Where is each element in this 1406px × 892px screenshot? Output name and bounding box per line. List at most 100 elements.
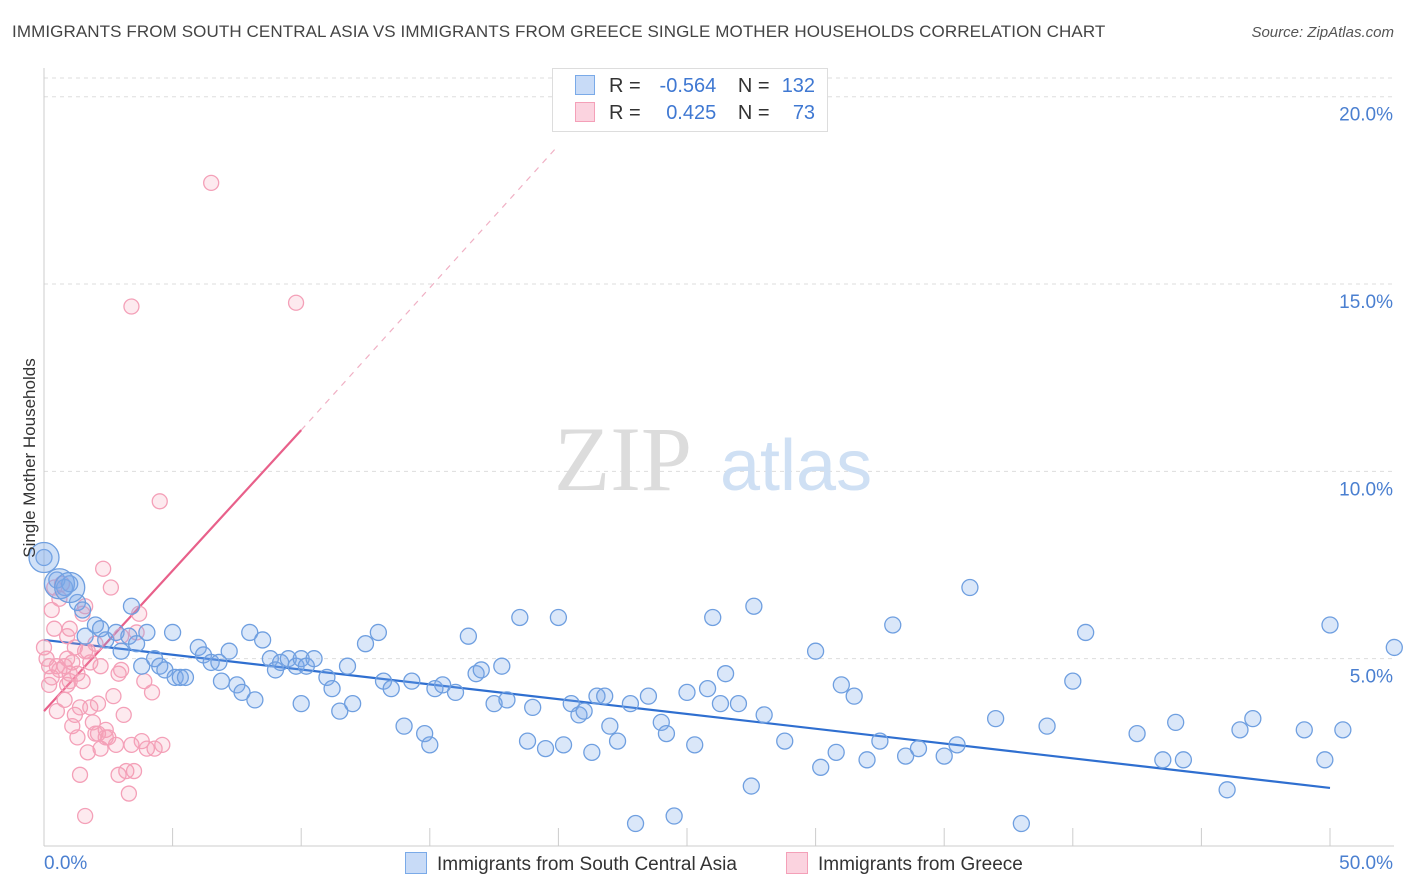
x-tick-label: 0.0% — [44, 853, 87, 874]
y-axis-label: Single Mother Households — [20, 358, 39, 557]
series-swatch-pink — [786, 852, 808, 874]
point-greece — [143, 684, 161, 701]
point-greece — [69, 729, 86, 746]
point-south-central-asia — [323, 680, 341, 698]
point-south-central-asia — [806, 642, 825, 660]
point-south-central-asia — [961, 578, 979, 597]
point-south-central-asia — [459, 627, 478, 645]
point-south-central-asia — [639, 687, 658, 705]
point-south-central-asia — [626, 814, 645, 833]
point-south-central-asia — [127, 635, 146, 653]
point-south-central-asia — [896, 747, 915, 765]
watermark-zip: ZIP — [554, 408, 692, 510]
point-south-central-asia — [318, 668, 336, 687]
point-south-central-asia — [858, 751, 876, 769]
point-south-central-asia — [776, 732, 794, 750]
point-greece — [110, 766, 127, 783]
point-greece — [79, 643, 96, 660]
point-south-central-asia — [704, 608, 722, 627]
point-south-central-asia — [76, 627, 94, 645]
point-south-central-asia — [1154, 751, 1172, 769]
legend-n-value: 73 — [792, 102, 816, 124]
point-south-central-asia — [1244, 709, 1262, 728]
point-south-central-asia — [171, 668, 189, 687]
gridlines — [44, 77, 1394, 660]
point-south-central-asia — [122, 597, 141, 615]
point-south-central-asia — [536, 739, 555, 758]
point-south-central-asia — [549, 608, 568, 627]
point-south-central-asia — [210, 653, 228, 672]
point-south-central-asia — [832, 676, 850, 694]
point-greece — [89, 695, 107, 712]
point-greece — [125, 762, 143, 780]
point-south-central-asia — [742, 777, 760, 795]
point-greece — [77, 807, 94, 825]
point-south-central-asia — [292, 694, 310, 713]
trend-line-blue — [43, 638, 1331, 790]
y-tick-label: 20.0% — [1339, 105, 1393, 126]
point-south-central-asia — [524, 698, 542, 717]
point-greece — [71, 699, 89, 716]
watermark-atlas: atlas — [720, 426, 872, 506]
point-greece — [71, 766, 89, 783]
point-south-central-asia — [1295, 721, 1313, 739]
point-greece — [123, 298, 140, 315]
series-label-blue: Immigrants from South Central Asia — [437, 854, 737, 875]
point-greece — [89, 725, 107, 742]
point-south-central-asia — [1231, 721, 1249, 739]
point-south-central-asia — [1218, 781, 1236, 799]
point-south-central-asia — [1334, 721, 1352, 739]
point-south-central-asia — [871, 732, 889, 750]
chart-title: IMMIGRANTS FROM SOUTH CENTRAL ASIA VS IM… — [12, 22, 1106, 41]
point-south-central-asia — [745, 597, 763, 615]
y-tick-label: 15.0% — [1339, 292, 1393, 313]
point-south-central-asia — [608, 732, 627, 750]
point-south-central-asia — [827, 743, 845, 761]
point-south-central-asia — [1038, 717, 1056, 735]
legend-row-blue: R = -0.564 N = 132 — [575, 75, 815, 99]
point-south-central-asia — [1385, 638, 1403, 657]
point-south-central-asia — [884, 616, 902, 634]
point-south-central-asia — [755, 706, 773, 724]
legend-n-value: 132 — [781, 75, 816, 97]
point-greece — [123, 736, 140, 753]
point-greece — [120, 785, 138, 802]
point-south-central-asia — [176, 668, 195, 687]
point-south-central-asia — [416, 724, 434, 743]
point-greece — [58, 628, 76, 645]
point-south-central-asia — [845, 687, 863, 705]
point-south-central-asia — [133, 657, 151, 675]
trend-lines — [43, 145, 1331, 790]
point-south-central-asia — [305, 650, 323, 668]
point-south-central-asia — [583, 743, 601, 761]
point-south-central-asia — [1316, 751, 1334, 769]
point-south-central-asia — [1174, 751, 1193, 769]
series-legend: Immigrants from South Central Asia Immig… — [0, 852, 1406, 878]
point-south-central-asia — [601, 717, 619, 735]
legend-swatch-pink — [575, 102, 595, 122]
point-south-central-asia — [472, 661, 490, 679]
point-greece — [102, 579, 120, 596]
legend-r-label: R = — [609, 102, 641, 124]
point-greece — [287, 294, 305, 311]
legend: R = -0.564 N = 132 R = 0.425 N = 73 — [552, 68, 828, 132]
point-south-central-asia — [716, 665, 735, 683]
point-south-central-asia-large — [28, 541, 60, 574]
point-south-central-asia — [909, 739, 928, 758]
point-south-central-asia — [241, 623, 259, 642]
point-south-central-asia — [356, 635, 375, 653]
axes — [43, 68, 1394, 847]
point-south-central-asia — [485, 694, 503, 713]
point-south-central-asia — [686, 736, 704, 754]
point-greece — [146, 740, 163, 757]
point-south-central-asia — [434, 676, 452, 694]
point-greece — [95, 560, 112, 577]
point-south-central-asia — [246, 691, 264, 709]
point-south-central-asia — [1128, 724, 1146, 743]
point-south-central-asia — [446, 683, 465, 702]
point-south-central-asia-large — [54, 571, 86, 604]
point-south-central-asia — [657, 724, 676, 743]
point-south-central-asia — [261, 650, 279, 668]
point-south-central-asia — [403, 672, 421, 690]
point-south-central-asia — [621, 694, 640, 713]
